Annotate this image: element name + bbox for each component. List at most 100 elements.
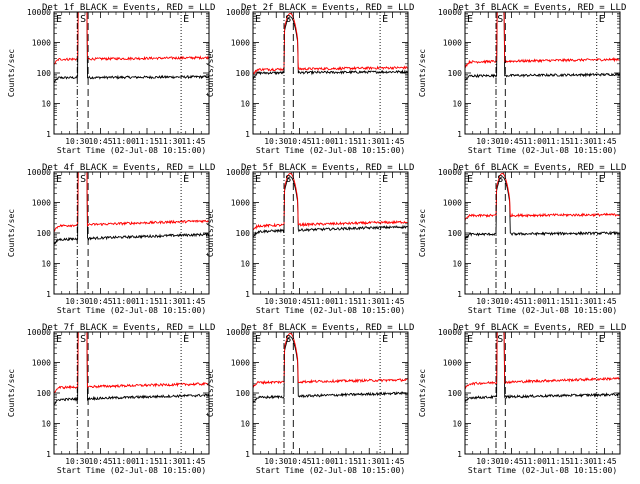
- start-marker-label: E: [255, 14, 261, 25]
- y-tick-label: 10000: [438, 8, 462, 17]
- s-marker-label: S: [497, 334, 503, 345]
- x-axis-label: Start Time (02-Jul-08 10:15:00): [57, 466, 206, 475]
- x-tick-label: 11:15: [334, 137, 358, 146]
- start-marker-label: E: [467, 174, 473, 185]
- end-marker-label: E: [382, 174, 388, 185]
- y-tick-label: 1000: [231, 39, 250, 48]
- panel-title: Det 6f BLACK = Events, RED = LLD: [453, 163, 626, 173]
- lld-series-line: [464, 11, 620, 68]
- y-axis-label: Counts/sec: [206, 209, 215, 257]
- x-tick-label: 11:45: [181, 457, 205, 466]
- x-tick-label: 11:15: [135, 457, 159, 466]
- y-tick-label: 10: [41, 420, 51, 429]
- x-tick-label: 11:45: [592, 137, 616, 146]
- x-tick-label: 10:45: [499, 137, 523, 146]
- end-marker-label: E: [382, 14, 388, 25]
- y-tick-label: 100: [236, 229, 251, 238]
- y-tick-label: 1: [46, 130, 51, 139]
- end-marker-label: E: [599, 14, 605, 25]
- y-tick-label: 10000: [226, 168, 250, 177]
- y-tick-label: 10000: [27, 8, 51, 17]
- x-tick-label: 10:30: [65, 457, 89, 466]
- x-tick-label: 11:45: [380, 137, 404, 146]
- lld-series-line: [252, 332, 408, 388]
- detector-panel: Det 4f BLACK = Events, RED = LLD Counts/s…: [7, 163, 215, 315]
- y-axis-label: Counts/sec: [418, 209, 427, 257]
- y-axis-label: Counts/sec: [206, 369, 215, 417]
- x-tick-label: 10:30: [476, 137, 500, 146]
- y-axis-label: Counts/sec: [7, 209, 16, 257]
- y-tick-label: 100: [448, 389, 463, 398]
- y-axis-label: Counts/sec: [206, 49, 215, 97]
- y-axis-label: Counts/sec: [418, 49, 427, 97]
- y-tick-label: 10: [240, 260, 250, 269]
- x-tick-label: 10:45: [287, 297, 311, 306]
- y-tick-label: 1000: [231, 199, 250, 208]
- x-tick-label: 11:30: [357, 297, 381, 306]
- lld-series-line: [252, 172, 408, 231]
- events-series-line: [464, 176, 620, 241]
- x-tick-label: 11:00: [311, 457, 335, 466]
- detector-panel: Det 9f BLACK = Events, RED = LLD Counts/s…: [418, 323, 626, 475]
- x-tick-label: 10:45: [499, 457, 523, 466]
- y-tick-label: 1000: [32, 199, 51, 208]
- x-tick-label: 11:15: [546, 137, 570, 146]
- plot-frame: [252, 171, 409, 295]
- y-tick-label: 10000: [27, 168, 51, 177]
- events-series-line: [464, 11, 620, 82]
- x-tick-label: 10:30: [65, 137, 89, 146]
- x-tick-label: 11:30: [158, 457, 182, 466]
- x-tick-label: 11:00: [112, 457, 136, 466]
- y-tick-label: 100: [448, 69, 463, 78]
- x-tick-label: 11:30: [569, 297, 593, 306]
- plot-frame: [464, 11, 621, 135]
- events-series-line: [252, 16, 408, 80]
- y-tick-label: 1000: [443, 39, 462, 48]
- y-tick-label: 1: [46, 450, 51, 459]
- lld-series-line: [252, 12, 408, 75]
- start-marker-label: E: [56, 174, 62, 185]
- x-tick-label: 11:30: [158, 137, 182, 146]
- x-tick-label: 11:15: [546, 297, 570, 306]
- y-tick-label: 10000: [226, 328, 250, 337]
- start-marker-label: E: [255, 334, 261, 345]
- panel-title: Det 8f BLACK = Events, RED = LLD: [241, 323, 414, 333]
- x-tick-label: 11:15: [334, 457, 358, 466]
- end-marker-label: E: [183, 174, 189, 185]
- plot-frame: [53, 171, 210, 295]
- s-marker-label: S: [285, 14, 291, 25]
- s-marker-label: S: [285, 334, 291, 345]
- x-axis-label: Start Time (02-Jul-08 10:15:00): [468, 466, 617, 475]
- start-marker-label: E: [467, 334, 473, 345]
- y-tick-label: 1: [457, 130, 462, 139]
- x-tick-label: 11:00: [311, 297, 335, 306]
- plot-frame: [252, 331, 409, 455]
- end-marker-label: E: [599, 174, 605, 185]
- x-tick-label: 11:30: [569, 137, 593, 146]
- x-tick-label: 11:15: [334, 297, 358, 306]
- lld-series-line: [464, 172, 620, 222]
- detector-panel: Det 7f BLACK = Events, RED = LLD Counts/s…: [7, 323, 215, 475]
- s-marker-label: S: [285, 174, 291, 185]
- panel-title: Det 2f BLACK = Events, RED = LLD: [241, 3, 414, 13]
- x-tick-label: 11:30: [357, 137, 381, 146]
- start-marker-label: E: [255, 174, 261, 185]
- y-tick-label: 10000: [438, 328, 462, 337]
- panel-title: Det 1f BLACK = Events, RED = LLD: [42, 3, 215, 13]
- x-tick-label: 11:45: [380, 457, 404, 466]
- x-tick-label: 11:00: [112, 297, 136, 306]
- x-tick-label: 11:15: [546, 457, 570, 466]
- y-tick-label: 10: [41, 260, 51, 269]
- x-tick-label: 11:45: [592, 297, 616, 306]
- events-series-line: [464, 331, 620, 403]
- y-tick-label: 1: [457, 450, 462, 459]
- s-marker-label: S: [497, 14, 503, 25]
- y-tick-label: 1000: [231, 359, 250, 368]
- x-axis-label: Start Time (02-Jul-08 10:15:00): [468, 306, 617, 315]
- y-tick-label: 1000: [443, 359, 462, 368]
- x-tick-label: 10:45: [88, 457, 112, 466]
- detector-panel: Det 5f BLACK = Events, RED = LLD Counts/s…: [206, 163, 414, 315]
- y-tick-label: 10: [240, 420, 250, 429]
- y-tick-label: 10: [240, 100, 250, 109]
